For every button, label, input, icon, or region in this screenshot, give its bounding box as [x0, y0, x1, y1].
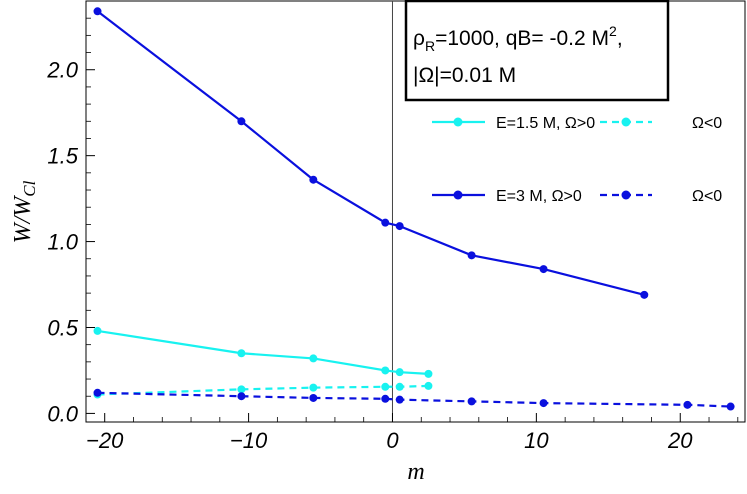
data-point — [424, 381, 433, 390]
y-tick-label: 0.5 — [47, 315, 78, 340]
data-point — [309, 354, 318, 363]
data-point — [640, 290, 649, 299]
data-point — [381, 382, 390, 391]
data-point — [395, 368, 404, 377]
data-point — [539, 265, 548, 274]
x-tick-label: 0 — [386, 428, 399, 453]
legend-label-cyan-dashed: Ω<0 — [692, 115, 722, 132]
annotation-box: ρR=1000, qB= -0.2 M2, |Ω|=0.01 M — [404, 0, 670, 102]
annotation-line-1: ρR=1000, qB= -0.2 M2, — [413, 23, 623, 54]
data-point — [93, 326, 102, 335]
data-point — [726, 402, 735, 411]
data-point — [237, 117, 246, 126]
data-point — [309, 393, 318, 402]
data-point — [395, 382, 404, 391]
series-line-3 — [97, 391, 731, 408]
series-layer — [93, 7, 735, 411]
data-point — [237, 392, 246, 401]
legend-marker-blue-solid — [453, 190, 463, 200]
legend-marker-cyan-dashed — [621, 117, 631, 127]
y-axis-ticks: 0.0 0.5 1.0 1.5 2.0 — [46, 17, 95, 426]
data-point — [381, 366, 390, 375]
x-axis-ticks: −20 −10 0 10 20 — [86, 413, 739, 453]
x-tick-label: 10 — [524, 428, 549, 453]
data-point — [381, 218, 390, 227]
y-tick-label: 0.0 — [47, 401, 78, 426]
data-point — [683, 400, 692, 409]
data-point — [467, 397, 476, 406]
data-point — [467, 251, 476, 260]
data-point — [424, 369, 433, 378]
data-point — [539, 399, 548, 408]
data-point — [309, 383, 318, 392]
annotation-line-2: |Ω|=0.01 M — [413, 64, 516, 87]
y-tick-label: 1.5 — [47, 144, 78, 169]
data-point — [309, 175, 318, 184]
legend: E=1.5 M, Ω>0 Ω<0 E=3 M, Ω>0 Ω<0 — [432, 115, 722, 205]
data-point — [381, 394, 390, 403]
legend-marker-blue-dashed — [621, 190, 631, 200]
legend-label-cyan-solid: E=1.5 M, Ω>0 — [496, 115, 595, 132]
y-axis-title: W/WCl — [10, 180, 39, 243]
data-point — [237, 349, 246, 358]
y-tick-label: 2.0 — [46, 58, 78, 83]
data-point — [93, 7, 102, 16]
data-point — [395, 395, 404, 404]
data-point — [93, 388, 102, 397]
annotation-frame — [404, 0, 670, 102]
x-tick-label: 20 — [667, 428, 693, 453]
x-tick-label: −20 — [86, 428, 124, 453]
x-tick-label: −10 — [230, 428, 268, 453]
legend-label-blue-dashed: Ω<0 — [692, 188, 722, 205]
series-line-1 — [97, 329, 429, 375]
legend-label-blue-solid: E=3 M, Ω>0 — [496, 188, 582, 205]
data-point — [395, 222, 404, 231]
series-line-0 — [96, 10, 645, 296]
y-tick-label: 1.0 — [47, 230, 78, 255]
x-axis-title: m — [407, 459, 424, 485]
data-point — [237, 385, 246, 394]
legend-marker-cyan-solid — [453, 117, 463, 127]
